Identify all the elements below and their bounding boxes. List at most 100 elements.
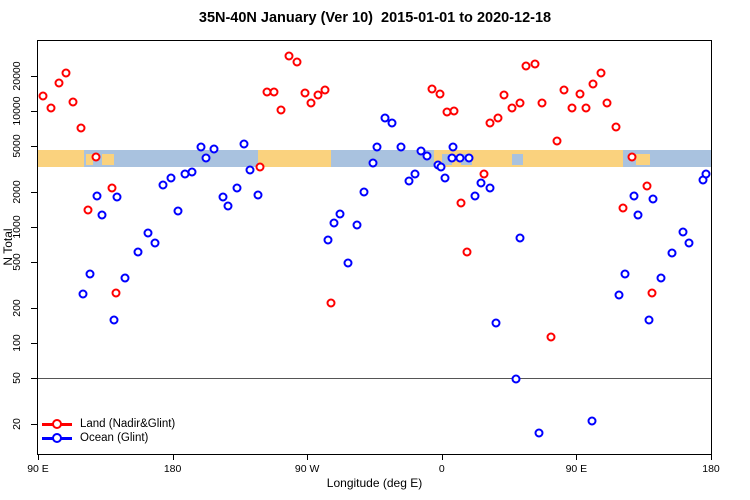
data-point-land [435, 89, 445, 99]
data-point-land [521, 61, 531, 71]
data-point-ocean [511, 374, 521, 384]
data-point-land [54, 78, 64, 88]
data-point-ocean [112, 192, 122, 202]
data-point-ocean [684, 238, 694, 248]
y-axis-tick [31, 307, 37, 309]
data-point-ocean [85, 269, 95, 279]
surface-band-coast-patch-land [85, 153, 94, 165]
data-point-land [485, 118, 495, 128]
y-axis-label: N Total [1, 228, 15, 266]
data-point-land [493, 113, 503, 123]
surface-band-land-segment [257, 149, 332, 167]
data-point-ocean [209, 144, 219, 154]
legend-entry-land: Land (Nadir&Glint) [42, 417, 175, 431]
surface-band-land-segment [434, 149, 623, 167]
legend-label: Ocean (Glint) [80, 432, 149, 444]
data-point-land [602, 98, 612, 108]
y-axis-tick [31, 377, 37, 379]
data-point-ocean [436, 162, 446, 172]
data-point-ocean [455, 153, 465, 163]
data-point-land [537, 98, 547, 108]
data-point-land [61, 68, 71, 78]
data-point-ocean [150, 238, 160, 248]
y-axis-tick [31, 423, 37, 425]
x-axis-tick [576, 454, 578, 460]
y-axis-tick [31, 342, 37, 344]
data-point-ocean [614, 290, 624, 300]
data-point-land [292, 57, 302, 67]
x-axis-tick [307, 454, 309, 460]
x-axis-tick-label: 0 [438, 463, 445, 475]
data-point-ocean [143, 228, 153, 238]
y-axis-tick-label: 200 [11, 299, 23, 317]
data-point-land [499, 90, 509, 100]
y-axis-tick-label: 20000 [11, 61, 23, 91]
legend-label: Land (Nadir&Glint) [80, 418, 176, 430]
surface-band-coast-patch-land [636, 153, 650, 165]
data-point-land [255, 162, 265, 172]
x-axis-tick [711, 454, 712, 460]
data-point-land [313, 90, 323, 100]
data-point-ocean [387, 118, 397, 128]
x-axis-tick [38, 454, 39, 460]
data-point-land [596, 68, 606, 78]
legend-circle-icon [52, 433, 62, 443]
data-point-land [306, 98, 316, 108]
x-axis-tick [172, 454, 174, 460]
y-axis-tick [31, 145, 37, 147]
data-point-ocean [404, 176, 414, 186]
data-point-ocean [410, 169, 420, 179]
data-point-land [300, 88, 310, 98]
data-point-land [575, 89, 585, 99]
data-point-ocean [166, 173, 176, 183]
x-axis-tick-label: 90 W [294, 463, 320, 475]
data-point-ocean [534, 428, 544, 438]
x-axis-tick-label: 90 E [27, 463, 49, 475]
legend-entry-ocean: Ocean (Glint) [42, 431, 175, 445]
data-point-ocean [343, 258, 353, 268]
data-point-ocean [678, 227, 688, 237]
data-point-land [276, 105, 286, 115]
data-point-land [627, 152, 637, 162]
data-point-land [320, 85, 330, 95]
y-axis-tick-label: 5000 [11, 134, 23, 158]
data-point-land [83, 205, 93, 215]
data-point-ocean [476, 178, 486, 188]
data-point-land [38, 91, 48, 101]
data-point-ocean [218, 192, 228, 202]
data-point-ocean [515, 233, 525, 243]
data-point-land [46, 103, 56, 113]
data-point-ocean [620, 269, 630, 279]
data-point-ocean [329, 218, 339, 228]
y-axis-tick [31, 110, 37, 112]
data-point-ocean [232, 183, 242, 193]
data-point-ocean [223, 201, 233, 211]
data-point-ocean [253, 190, 263, 200]
data-point-ocean [380, 113, 390, 123]
data-point-ocean [201, 153, 210, 163]
data-point-land [91, 152, 101, 162]
x-axis-tick [441, 454, 443, 460]
data-point-ocean [422, 151, 432, 161]
data-point-land [284, 51, 294, 61]
data-point-ocean [644, 315, 654, 325]
data-point-ocean [701, 169, 711, 179]
data-point-land [479, 169, 489, 179]
surface-band-coast-patch-ocean [441, 153, 453, 165]
data-point-ocean [633, 210, 643, 220]
legend: Land (Nadir&Glint) Ocean (Glint) [42, 417, 175, 445]
data-point-land [462, 247, 472, 257]
data-point-ocean [173, 206, 183, 216]
y-axis-tick-label: 100 [11, 334, 23, 352]
data-point-land [456, 198, 466, 208]
y-axis-tick [31, 261, 37, 263]
x-axis-tick-label: 180 [163, 463, 182, 475]
data-point-ocean [239, 139, 249, 149]
data-point-ocean [359, 187, 369, 197]
y-axis-tick-label: 10000 [11, 96, 23, 126]
data-point-ocean [78, 289, 88, 299]
surface-band-coast-patch-land [102, 153, 115, 165]
data-point-land [515, 98, 525, 108]
data-point-land [546, 332, 556, 342]
x-axis-tick-label: 90 E [565, 463, 588, 475]
